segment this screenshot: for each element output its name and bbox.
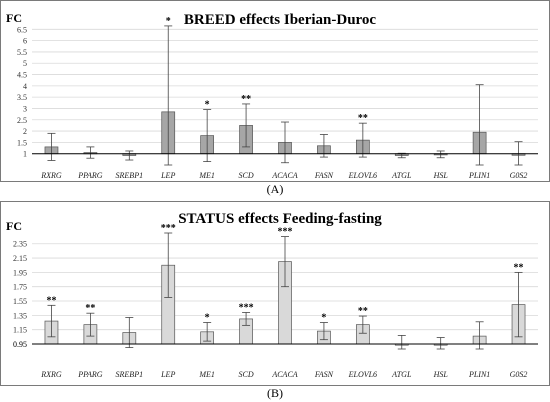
category-label: SCD — [239, 171, 254, 180]
category-label: PLIN1 — [468, 171, 490, 180]
y-tick-label: 5.5 — [17, 48, 27, 57]
y-tick-label: 2 — [23, 127, 27, 136]
y-tick-label: 6.5 — [17, 25, 27, 34]
category-label: ACACA — [271, 171, 297, 180]
y-tick-label: 1.15 — [13, 326, 27, 335]
chart-title: BREED effects Iberian-Duroc — [184, 12, 377, 28]
plot-area: 1.5 2 2.5 3 3.5 4 4.5 5 5.5 6 6.5 1 RXRG PPARG SREBP1 *… — [17, 16, 538, 180]
chart-frame — [0, 201, 550, 386]
category-label: SREBP1 — [116, 370, 144, 379]
significance-label: *** — [239, 302, 254, 313]
y-tick-label: 1.95 — [13, 268, 27, 277]
y-tick-label: 0.95 — [13, 340, 27, 349]
panel-caption: (B) — [267, 386, 283, 400]
y-tick-label: 1 — [23, 150, 27, 159]
panel-caption: (A) — [267, 182, 284, 196]
y-tick-label: 6 — [23, 37, 27, 46]
y-tick-label: 4.5 — [17, 71, 27, 80]
category-label: LEP — [160, 370, 175, 379]
category-label: ME1 — [198, 171, 215, 180]
category-label: SCD — [239, 370, 254, 379]
significance-label: * — [321, 313, 326, 324]
breed-effects-chart: BREED effects Iberian-Duroc FC 1.5 2 2.5 3 3… — [0, 0, 550, 196]
category-label: ACACA — [271, 370, 297, 379]
category-label: ELOVL6 — [348, 370, 377, 379]
significance-label: * — [166, 16, 171, 27]
category-label: RXRG — [40, 370, 62, 379]
significance-label: ** — [514, 262, 524, 273]
significance-label: *** — [278, 227, 293, 238]
y-tick-label: 3 — [23, 104, 27, 113]
y-tick-label: 3.5 — [17, 93, 27, 102]
category-label: LEP — [160, 171, 175, 180]
y-tick-label: 5 — [23, 59, 27, 68]
y-tick-label: 1.55 — [13, 297, 27, 306]
category-label: ATGL — [391, 171, 412, 180]
category-label: PPARG — [77, 370, 103, 379]
category-label: G0S2 — [510, 370, 528, 379]
significance-label: ** — [358, 113, 368, 124]
category-label: ELOVL6 — [348, 171, 377, 180]
significance-label: ** — [85, 303, 95, 314]
category-label: PPARG — [77, 171, 103, 180]
y-tick-label: 4 — [23, 82, 27, 91]
y-tick-label: 1.35 — [13, 311, 27, 320]
category-label: HSL — [433, 370, 449, 379]
significance-label: ** — [46, 295, 56, 306]
significance-label: ** — [358, 306, 368, 317]
significance-label: ** — [241, 94, 251, 105]
y-tick-label: 1.75 — [13, 283, 27, 292]
y-tick-label: 0.95 — [13, 340, 27, 349]
y-tick-label: 2.35 — [13, 240, 27, 249]
y-tick-label: 2.5 — [17, 116, 27, 125]
significance-label: * — [205, 100, 210, 111]
category-label: G0S2 — [510, 171, 528, 180]
y-axis-label: FC — [6, 219, 22, 233]
breed-effects-panel: BREED effects Iberian-Duroc FC 1.5 2 2.5 3 3… — [0, 0, 550, 199]
status-effects-panel: STATUS effects Feeding-fasting FC 0.95 1.… — [0, 201, 550, 402]
y-axis-label: FC — [6, 11, 22, 25]
category-label: FASN — [314, 370, 334, 379]
y-tick-label: 2.15 — [13, 254, 27, 263]
category-label: PLIN1 — [468, 370, 490, 379]
chart-title: STATUS effects Feeding-fasting — [178, 211, 382, 227]
significance-label: * — [205, 313, 210, 324]
category-label: RXRG — [40, 171, 62, 180]
category-label: SREBP1 — [116, 171, 144, 180]
category-label: ME1 — [198, 370, 215, 379]
category-label: ATGL — [391, 370, 412, 379]
chart-frame — [0, 0, 550, 182]
y-tick-label: 1.5 — [17, 138, 27, 147]
plot-area: 0.951.151.351.551.751.952.152.350.95**RX… — [13, 223, 538, 379]
category-label: HSL — [433, 171, 449, 180]
status-effects-chart: STATUS effects Feeding-fasting FC 0.95 1.… — [0, 201, 550, 400]
significance-label: *** — [161, 223, 176, 234]
category-label: FASN — [314, 171, 334, 180]
